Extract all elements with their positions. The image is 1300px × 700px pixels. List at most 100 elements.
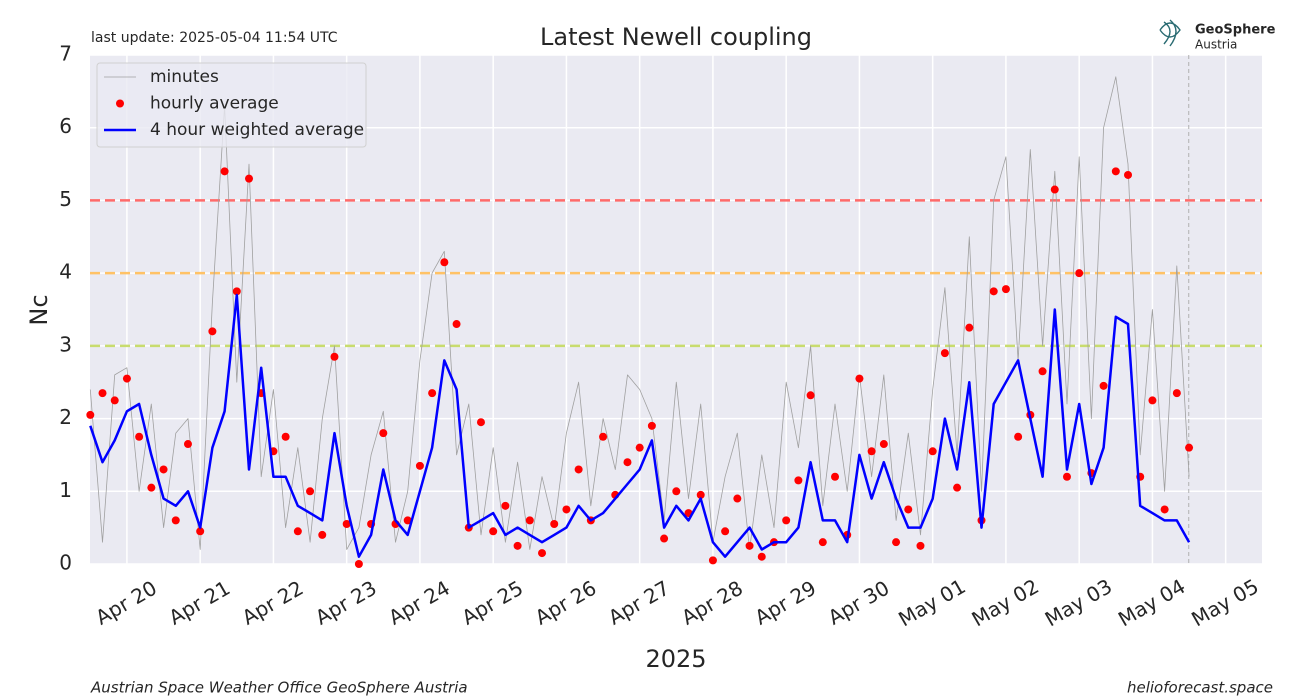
- minutes-line: [89, 76, 1190, 550]
- hourly-point: [1001, 285, 1010, 294]
- hourly-point: [489, 527, 498, 536]
- hourly-point: [538, 549, 547, 558]
- x-tick-label: Apr 24: [384, 576, 454, 630]
- hourly-point: [892, 538, 901, 547]
- logo-icon: [1159, 19, 1181, 47]
- hourly-point: [525, 516, 534, 525]
- hourly-point: [660, 534, 669, 543]
- x-tick-label: Apr 20: [91, 576, 161, 630]
- hourly-point: [953, 483, 962, 492]
- hourly-point: [672, 487, 681, 496]
- hourly-point: [757, 552, 766, 561]
- hourly-point: [794, 476, 803, 485]
- hourly-point: [574, 465, 583, 474]
- hourly-point: [647, 421, 656, 430]
- footer-left: Austrian Space Weather Office GeoSphere …: [90, 679, 468, 697]
- hourly-point: [147, 483, 156, 492]
- x-tick-label: May 02: [968, 574, 1043, 631]
- hourly-point: [159, 465, 168, 474]
- y-tick-label: 2: [59, 405, 72, 429]
- hourly-point: [171, 516, 180, 525]
- hourly-point: [513, 541, 522, 550]
- hourly-point: [831, 472, 840, 481]
- hourly-point: [122, 374, 131, 383]
- hourly-point: [904, 505, 913, 514]
- x-tick-label: Apr 21: [165, 576, 235, 630]
- hourly-point: [562, 505, 571, 514]
- x-tick-label: May 01: [894, 574, 969, 631]
- hourly-point: [196, 527, 205, 536]
- hourly-point: [1062, 472, 1071, 481]
- x-tick-label: Apr 30: [824, 576, 894, 630]
- y-tick-label: 6: [59, 114, 72, 138]
- hourly-point: [867, 447, 876, 456]
- hourly-point: [1099, 381, 1108, 390]
- x-tick-label: Apr 28: [677, 576, 747, 630]
- hourly-point: [440, 258, 449, 267]
- y-tick-label: 3: [59, 332, 72, 356]
- hourly-point: [635, 443, 644, 452]
- logo-text: GeoSphere: [1195, 23, 1276, 38]
- hourly-point: [318, 530, 327, 539]
- hourly-point: [342, 520, 351, 529]
- hourly-point: [1172, 389, 1181, 398]
- hourly-point: [782, 516, 791, 525]
- legend-label: hourly average: [150, 94, 279, 114]
- hourly-point: [745, 541, 754, 550]
- hourly-point: [403, 516, 412, 525]
- hourly-point: [306, 487, 315, 496]
- hourly-point: [928, 447, 937, 456]
- hourly-point: [1148, 396, 1157, 405]
- hourly-point: [1038, 367, 1047, 376]
- legend-box: [96, 62, 367, 148]
- hourly-point: [452, 320, 461, 329]
- hourly-point: [696, 490, 705, 499]
- hourly-point: [733, 494, 742, 503]
- hourly-point: [916, 541, 925, 550]
- x-tick-label: Apr 23: [311, 576, 381, 630]
- hourly-point: [1075, 269, 1084, 278]
- x-tick-label: Apr 27: [604, 576, 674, 630]
- hourly-point: [623, 458, 632, 467]
- y-tick-label: 7: [59, 42, 72, 66]
- hourly-point: [879, 440, 888, 449]
- x-tick-label: Apr 22: [238, 576, 308, 630]
- hourly-point: [1111, 167, 1120, 176]
- hourly-point: [293, 527, 302, 536]
- hourly-point: [708, 556, 717, 565]
- x-tick-label: Apr 29: [751, 576, 821, 630]
- subtitle: last update: 2025-05-04 11:54 UTC: [91, 30, 338, 46]
- hourly-point: [501, 501, 510, 510]
- hourly-point: [1124, 170, 1133, 179]
- legend-label: 4 hour weighted average: [150, 120, 364, 140]
- hourly-point: [1050, 185, 1059, 194]
- legend-label: minutes: [150, 67, 219, 87]
- y-axis-label: Nc: [25, 294, 53, 325]
- hourly-point: [183, 440, 192, 449]
- y-tick-label: 4: [59, 260, 72, 284]
- y-tick-label: 5: [59, 187, 72, 211]
- logo-text: Austria: [1195, 38, 1237, 52]
- legend: minutes hourly average 4 hour weighted ave…: [96, 62, 367, 148]
- y-tick-label: 1: [59, 478, 72, 502]
- hourly-point: [550, 520, 559, 529]
- x-tick-label: May 04: [1114, 574, 1189, 631]
- legend-swatch: [116, 99, 124, 108]
- hourly-point: [135, 432, 144, 441]
- hourly-point: [855, 374, 864, 383]
- hourly-point: [989, 287, 998, 296]
- hourly-point: [379, 429, 388, 438]
- hourly-point: [965, 323, 974, 332]
- hourly-point: [86, 410, 95, 419]
- hourly-point: [1014, 432, 1023, 441]
- hourly-point: [208, 327, 217, 336]
- average-line: [89, 293, 1191, 558]
- hourly-point: [940, 349, 949, 358]
- hourly-point: [110, 396, 119, 405]
- hourly-point: [232, 287, 241, 296]
- chart-title: Latest Newell coupling: [540, 23, 812, 51]
- hourly-point: [428, 389, 437, 398]
- marks: [86, 76, 1194, 568]
